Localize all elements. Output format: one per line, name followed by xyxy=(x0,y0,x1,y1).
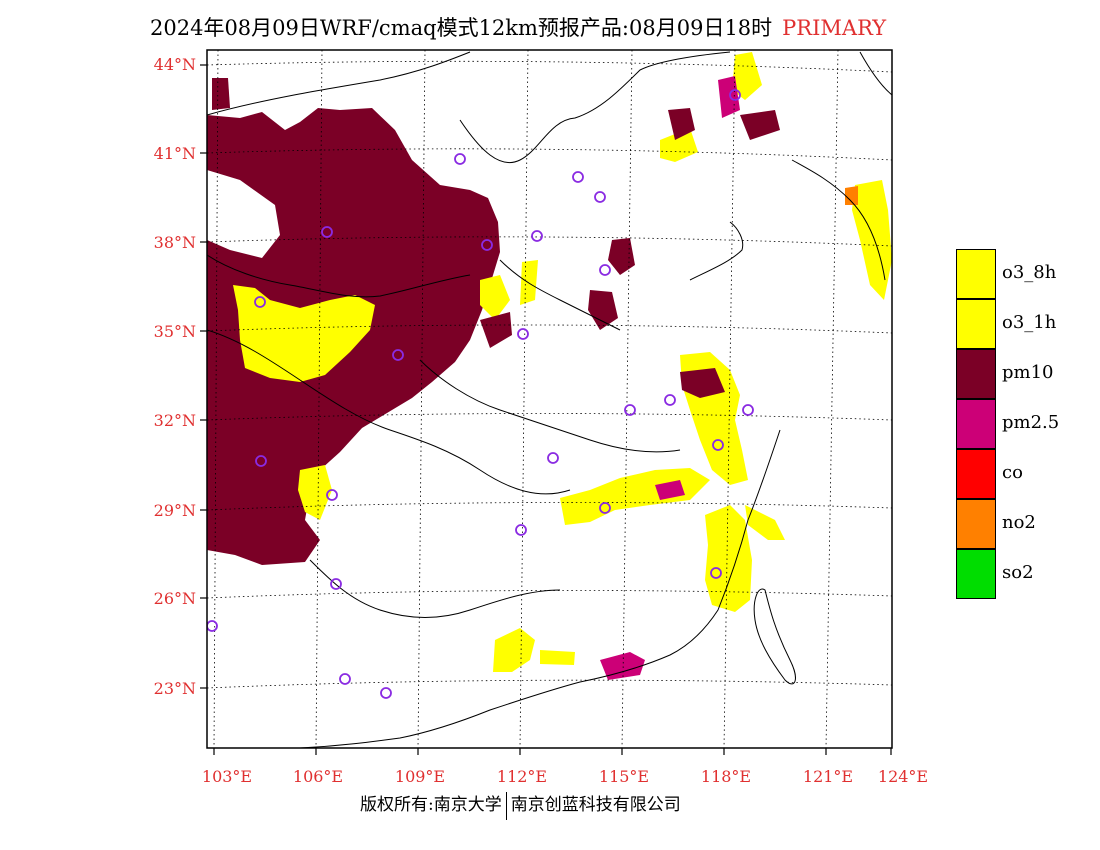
legend-swatch xyxy=(956,499,996,549)
lat-label-32: 32°N xyxy=(153,411,196,430)
o3-region-shanxi xyxy=(480,275,510,320)
legend-label: no2 xyxy=(1002,512,1036,533)
legend-swatch xyxy=(956,449,996,499)
pm25-guangdong xyxy=(600,652,645,680)
lon-label-115: 115°E xyxy=(598,767,650,786)
footer-right: 南京创蓝科技有限公司 xyxy=(510,795,681,815)
o3-region-gansu xyxy=(233,285,375,382)
pm10-hubei xyxy=(480,312,512,348)
lat-label-29: 29°N xyxy=(153,501,196,520)
legend-label: co xyxy=(1002,462,1023,483)
lon-label-118: 118°E xyxy=(700,767,752,786)
legend-swatch xyxy=(956,249,996,299)
borders xyxy=(207,51,892,748)
copyright-footer: 版权所有:南京大学 南京创蓝科技有限公司 xyxy=(360,790,681,820)
pm25-jiangxi xyxy=(655,480,685,500)
pm10-jilin xyxy=(740,110,780,140)
station-markers xyxy=(207,89,754,699)
o3-region-guangdong xyxy=(493,628,535,672)
lon-label-109: 109°E xyxy=(394,767,446,786)
legend-swatch xyxy=(956,299,996,349)
pm10-notch xyxy=(207,170,280,258)
o3-region-hunan xyxy=(560,468,710,525)
o3-region-liaoning xyxy=(660,128,698,162)
legend-label: pm2.5 xyxy=(1002,412,1060,433)
lat-label-44: 44°N xyxy=(153,55,196,74)
lat-label-23: 23°N xyxy=(153,679,196,698)
lon-label-106: 106°E xyxy=(292,767,344,786)
lon-label-124: 124°E xyxy=(877,767,929,786)
no2-patch xyxy=(845,186,858,205)
pm10-north-china xyxy=(588,290,618,330)
legend-label: pm10 xyxy=(1002,362,1054,383)
o3-region-neimeng xyxy=(732,52,762,100)
legend-swatch xyxy=(956,549,996,599)
pm10-top-left xyxy=(212,78,230,110)
graticule xyxy=(207,50,892,748)
lon-label-112: 112°E xyxy=(496,767,548,786)
lat-label-41: 41°N xyxy=(153,144,196,163)
legend-swatch xyxy=(956,349,996,399)
o3-region-zhejiang xyxy=(745,505,785,540)
lat-label-26: 26°N xyxy=(153,589,196,608)
axis-ticks xyxy=(200,64,892,755)
lon-label-103: 103°E xyxy=(201,767,253,786)
o3-region-guangdong-b xyxy=(540,650,575,665)
pm10-anhui xyxy=(680,368,725,398)
o3-region-hebei xyxy=(520,260,538,305)
lon-label-121: 121°E xyxy=(802,767,854,786)
title-tag: PRIMARY xyxy=(782,16,887,40)
legend-label: o3_1h xyxy=(1002,312,1057,333)
lat-label-35: 35°N xyxy=(153,322,196,341)
o3-region-fujian xyxy=(705,505,752,612)
footer-separator xyxy=(505,791,507,820)
map-title: 2024年08月09日WRF/cmaq模式12km预报产品:08月09日18时 P… xyxy=(150,12,1010,40)
lat-label-38: 38°N xyxy=(153,233,196,252)
legend-label: o3_8h xyxy=(1002,262,1057,283)
legend-label: so2 xyxy=(1002,562,1034,583)
legend-swatch xyxy=(956,399,996,449)
pm10-liaoning xyxy=(668,108,695,140)
footer-left: 版权所有:南京大学 xyxy=(360,795,502,815)
pm10-hebei xyxy=(608,238,635,275)
title-main: 2024年08月09日WRF/cmaq模式12km预报产品:08月09日18时 xyxy=(150,16,773,40)
o3-region-korea xyxy=(852,180,892,300)
